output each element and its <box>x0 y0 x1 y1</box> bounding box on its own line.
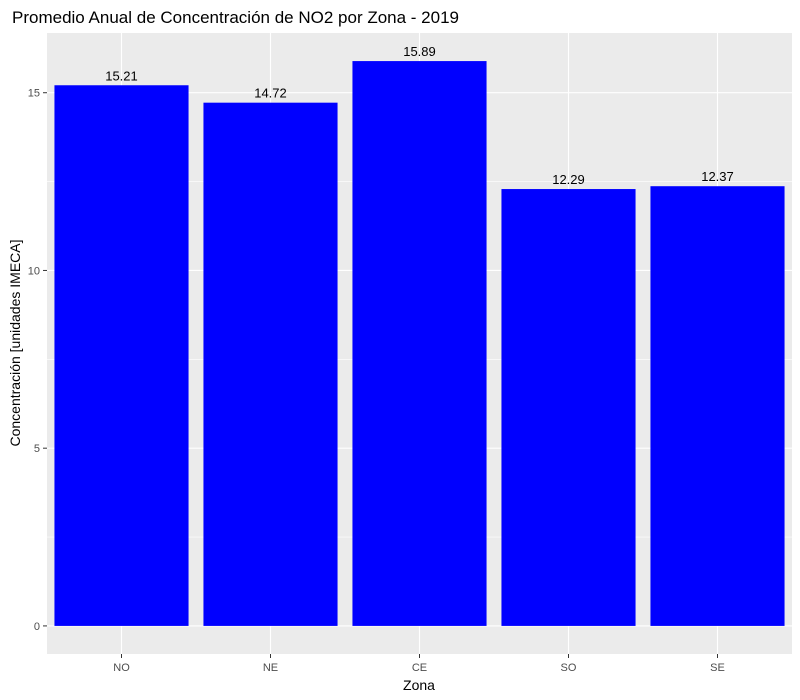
x-axis-label: Zona <box>403 677 435 693</box>
y-axis-ticks: 0 5 10 15 <box>28 88 47 633</box>
bar-value-label: 12.29 <box>552 172 585 187</box>
x-tick-label: NO <box>113 662 130 674</box>
chart-title: Promedio Anual de Concentración de NO2 p… <box>12 8 459 27</box>
bar-value-label: 14.72 <box>254 86 287 101</box>
y-axis-label: Concentración [unidades IMECA] <box>7 240 23 447</box>
bar-so <box>501 189 636 626</box>
x-axis-ticks: NO NE CE SO SE <box>113 654 725 674</box>
bar-value-label: 15.89 <box>403 44 436 59</box>
y-tick-label: 15 <box>28 88 40 100</box>
bars <box>54 61 785 626</box>
bar-value-label: 12.37 <box>701 169 734 184</box>
y-tick-label: 10 <box>28 265 40 277</box>
bar-value-label: 15.21 <box>105 68 138 83</box>
bar-ce <box>352 61 487 626</box>
bar-ne <box>203 102 338 626</box>
x-tick-label: SE <box>710 662 725 674</box>
bar-se <box>650 186 785 626</box>
x-tick-label: NE <box>263 662 278 674</box>
bar-no <box>54 85 189 626</box>
y-tick-label: 0 <box>34 621 40 633</box>
x-tick-label: SO <box>561 662 577 674</box>
bar-value-labels: 15.21 14.72 15.89 12.29 12.37 <box>105 44 734 187</box>
y-tick-label: 5 <box>34 443 40 455</box>
x-tick-label: CE <box>412 662 427 674</box>
